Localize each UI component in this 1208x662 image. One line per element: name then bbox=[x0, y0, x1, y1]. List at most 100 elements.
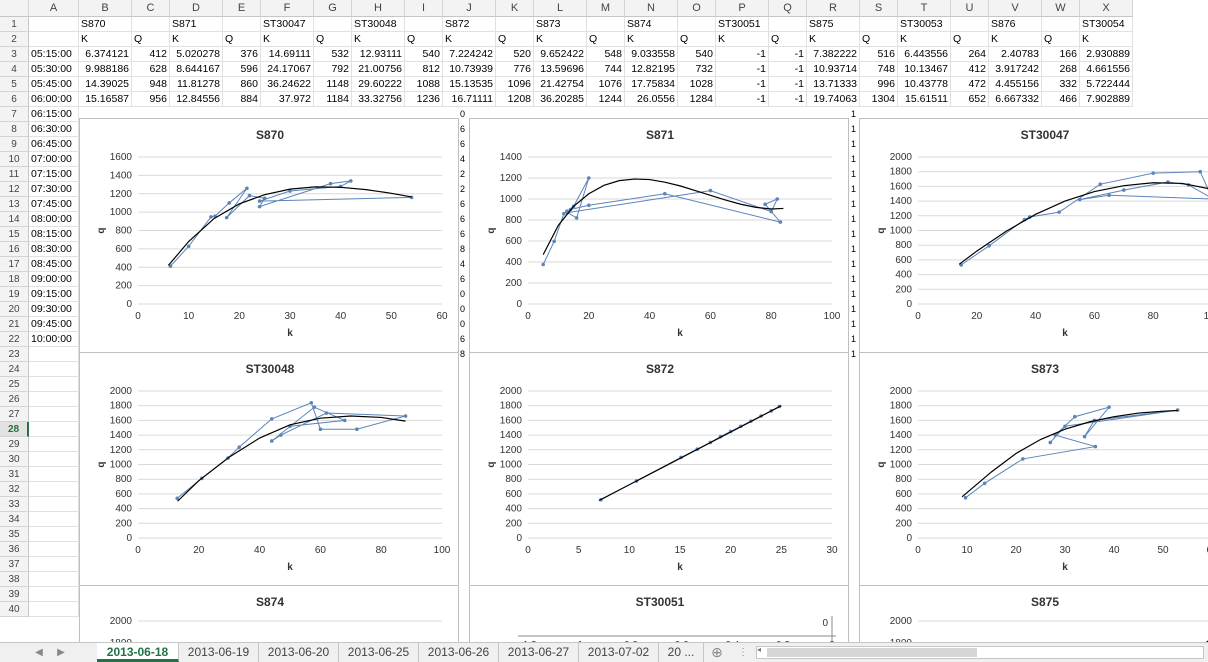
row-header[interactable]: 11 bbox=[0, 167, 29, 182]
empty-cell[interactable] bbox=[29, 452, 79, 467]
cell[interactable]: 776 bbox=[496, 62, 534, 77]
cell[interactable]: K bbox=[625, 32, 678, 47]
cell[interactable]: 19.74063 bbox=[807, 92, 860, 107]
cell[interactable]: 6 bbox=[460, 274, 466, 284]
column-header[interactable]: N bbox=[625, 0, 678, 17]
cell[interactable]: 13.59696 bbox=[534, 62, 587, 77]
empty-cell[interactable] bbox=[29, 512, 79, 527]
cell[interactable] bbox=[860, 17, 898, 32]
cell[interactable]: 652 bbox=[951, 92, 989, 107]
cell[interactable]: 1 bbox=[851, 259, 857, 269]
cell[interactable]: 466 bbox=[1042, 92, 1080, 107]
cell[interactable]: 884 bbox=[223, 92, 261, 107]
cell[interactable]: K bbox=[716, 32, 769, 47]
cell[interactable]: S871 bbox=[170, 17, 223, 32]
empty-cell[interactable] bbox=[29, 407, 79, 422]
cell[interactable]: 36.24622 bbox=[261, 77, 314, 92]
cell[interactable]: 6 bbox=[460, 214, 466, 224]
cell[interactable]: 1 bbox=[851, 334, 857, 344]
sheet-tab[interactable]: 2013-06-25 bbox=[339, 643, 419, 662]
cell[interactable]: 12.93111 bbox=[352, 47, 405, 62]
cell[interactable]: 3.917242 bbox=[989, 62, 1042, 77]
cell[interactable]: 36.20285 bbox=[534, 92, 587, 107]
sheet-tab[interactable]: 2013-06-26 bbox=[419, 643, 499, 662]
cell[interactable]: Q bbox=[1042, 32, 1080, 47]
cell[interactable]: 05:30:00 bbox=[29, 62, 79, 77]
column-header[interactable]: V bbox=[989, 0, 1042, 17]
sheet-tab[interactable]: 2013-06-20 bbox=[259, 643, 339, 662]
cell[interactable]: 2 bbox=[460, 169, 466, 179]
cell[interactable]: Q bbox=[405, 32, 443, 47]
row-header[interactable]: 7 bbox=[0, 107, 29, 122]
empty-cell[interactable] bbox=[29, 392, 79, 407]
cell[interactable]: Q bbox=[132, 32, 170, 47]
row-header[interactable]: 20 bbox=[0, 302, 29, 317]
time-cell[interactable]: 08:30:00 bbox=[29, 242, 79, 257]
horizontal-scrollbar[interactable]: ◂ bbox=[756, 645, 1204, 659]
row-header[interactable]: 3 bbox=[0, 47, 29, 62]
row-header[interactable]: 10 bbox=[0, 152, 29, 167]
row-header[interactable]: 35 bbox=[0, 527, 29, 542]
cell[interactable]: 948 bbox=[132, 77, 170, 92]
cell[interactable]: 5.020278 bbox=[170, 47, 223, 62]
cell[interactable]: 5.722444 bbox=[1080, 77, 1133, 92]
cell[interactable]: Q bbox=[223, 32, 261, 47]
cell[interactable]: 12.84556 bbox=[170, 92, 223, 107]
cell[interactable]: 1 bbox=[851, 214, 857, 224]
row-header[interactable]: 17 bbox=[0, 257, 29, 272]
chart-s872[interactable]: S872 0 200 400 600 800 1000 1200 1400 1600 1800 200… bbox=[469, 352, 849, 587]
cell[interactable]: 8.644167 bbox=[170, 62, 223, 77]
cell[interactable]: 1 bbox=[851, 184, 857, 194]
column-header[interactable]: E bbox=[223, 0, 261, 17]
cell[interactable]: 412 bbox=[132, 47, 170, 62]
cell[interactable]: 05:45:00 bbox=[29, 77, 79, 92]
row-header[interactable]: 16 bbox=[0, 242, 29, 257]
row-header[interactable]: 37 bbox=[0, 557, 29, 572]
time-cell[interactable]: 10:00:00 bbox=[29, 332, 79, 347]
empty-cell[interactable] bbox=[29, 587, 79, 602]
cell[interactable] bbox=[29, 17, 79, 32]
cell[interactable]: 29.60222 bbox=[352, 77, 405, 92]
cell[interactable]: 1 bbox=[851, 244, 857, 254]
column-header[interactable]: W bbox=[1042, 0, 1080, 17]
cell[interactable]: 14.39025 bbox=[79, 77, 132, 92]
cell[interactable]: 1304 bbox=[860, 92, 898, 107]
column-header[interactable]: O bbox=[678, 0, 716, 17]
cell[interactable]: 596 bbox=[223, 62, 261, 77]
time-cell[interactable]: 08:00:00 bbox=[29, 212, 79, 227]
row-header[interactable]: 32 bbox=[0, 482, 29, 497]
row-header[interactable]: 39 bbox=[0, 587, 29, 602]
empty-cell[interactable] bbox=[29, 482, 79, 497]
time-cell[interactable]: 06:30:00 bbox=[29, 122, 79, 137]
cell[interactable]: K bbox=[261, 32, 314, 47]
cell[interactable]: 21.42754 bbox=[534, 77, 587, 92]
time-cell[interactable]: 08:45:00 bbox=[29, 257, 79, 272]
column-header[interactable]: D bbox=[170, 0, 223, 17]
cell[interactable]: 1 bbox=[851, 229, 857, 239]
cell[interactable]: 6 bbox=[460, 334, 466, 344]
cell[interactable]: 0 bbox=[460, 304, 466, 314]
empty-cell[interactable] bbox=[29, 557, 79, 572]
cell[interactable]: 7.382222 bbox=[807, 47, 860, 62]
time-cell[interactable]: 06:15:00 bbox=[29, 107, 79, 122]
cell[interactable]: K bbox=[807, 32, 860, 47]
cell[interactable]: 860 bbox=[223, 77, 261, 92]
chart-st30047[interactable]: ST30047 0 200 400 600 800 1000 1200 1400 1600 1800… bbox=[859, 118, 1208, 353]
cell[interactable]: 412 bbox=[951, 62, 989, 77]
cell[interactable]: ST30047 bbox=[261, 17, 314, 32]
sheet-tab[interactable]: 2013-06-27 bbox=[499, 643, 579, 662]
time-cell[interactable]: 09:30:00 bbox=[29, 302, 79, 317]
cell[interactable]: 1 bbox=[851, 349, 857, 359]
cell[interactable]: K bbox=[352, 32, 405, 47]
cell[interactable]: 26.0556 bbox=[625, 92, 678, 107]
column-header[interactable]: U bbox=[951, 0, 989, 17]
column-header[interactable]: P bbox=[716, 0, 769, 17]
column-header[interactable]: K bbox=[496, 0, 534, 17]
cell[interactable]: 6.667332 bbox=[989, 92, 1042, 107]
cell[interactable]: S876 bbox=[989, 17, 1042, 32]
cell[interactable]: 16.71111 bbox=[443, 92, 496, 107]
cell[interactable]: 6 bbox=[460, 124, 466, 134]
next-sheet-button[interactable]: ▶ bbox=[57, 647, 65, 658]
row-header[interactable]: 18 bbox=[0, 272, 29, 287]
cell[interactable]: -1 bbox=[769, 62, 807, 77]
